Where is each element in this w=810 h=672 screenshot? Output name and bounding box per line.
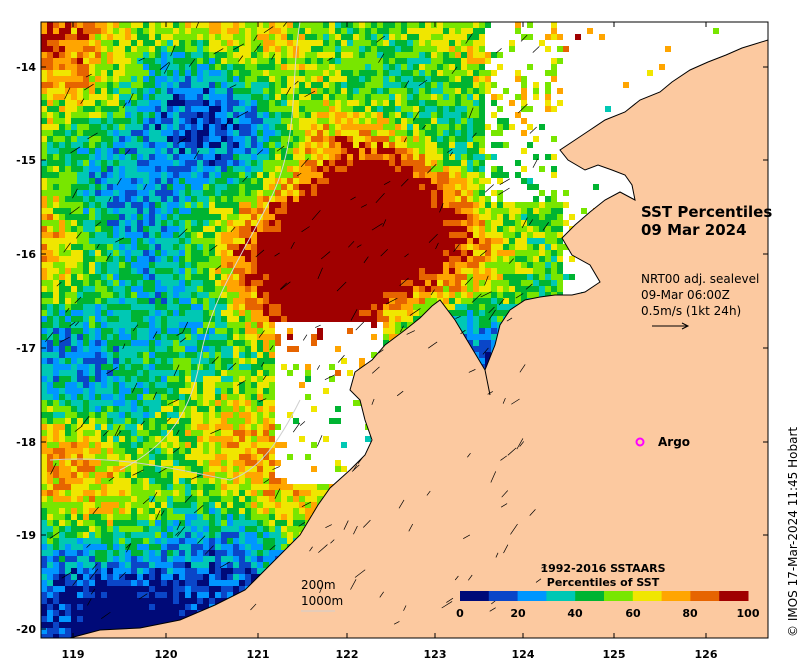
tick-marks: [41, 22, 768, 638]
colorbar-swatch: [690, 591, 720, 601]
map-title: SST Percentiles: [641, 203, 772, 221]
colorbar-tick-label: 0: [456, 607, 464, 620]
contour-200m: [49, 399, 301, 481]
scale-arrow-icon: [652, 322, 690, 330]
contour-label-200m: 200m: [301, 578, 336, 592]
copyright-label: © IMOS 17-Mar-2024 11:45 Hobart: [786, 427, 800, 637]
x-axis: 119 120 121 122 123 124 125 126: [62, 648, 718, 661]
current-time-label: 09-Mar 06:00Z: [641, 288, 730, 302]
colorbar-swatch: [488, 591, 519, 601]
y-tick-label: -18: [16, 436, 36, 449]
colorbar-swatch: [517, 591, 547, 601]
current-scale-label: 0.5m/s (1kt 24h): [641, 304, 741, 318]
x-tick-label: 119: [62, 648, 85, 661]
current-vectors: [44, 22, 549, 625]
colorbar-swatch: [546, 591, 576, 601]
x-tick-label: 121: [247, 648, 270, 661]
colorbar-swatch: [719, 591, 749, 601]
y-tick-label: -20: [16, 623, 36, 636]
land-mass: [69, 22, 768, 638]
y-tick-label: -15: [16, 154, 36, 167]
colorbar-ticks: 0 20 40 60 80 100: [456, 607, 760, 620]
x-tick-label: 125: [603, 648, 626, 661]
y-tick-label: -19: [16, 529, 36, 542]
colorbar-tick-label: 40: [567, 607, 583, 620]
x-tick-label: 124: [512, 648, 535, 661]
current-source-label: NRT00 adj. sealevel: [641, 272, 759, 286]
colorbar-title-line1: 1992-2016 SSTAARS: [540, 562, 665, 575]
map-date: 09 Mar 2024: [641, 221, 747, 239]
y-axis: -14 -15 -16 -17 -18 -19 -20: [16, 61, 36, 636]
x-tick-label: 122: [336, 648, 359, 661]
colorbar-swatch: [575, 591, 605, 601]
colorbar-tick-label: 60: [625, 607, 641, 620]
colorbar-title-line2: Percentiles of SST: [547, 576, 660, 589]
contour-label-1000m: 1000m: [301, 594, 343, 608]
y-tick-label: -17: [16, 342, 36, 355]
plot-frame: [40, 21, 769, 639]
colorbar-swatch: [632, 591, 663, 601]
map-plot-area: [41, 22, 768, 638]
colorbar-tick-label: 20: [510, 607, 526, 620]
x-tick-label: 120: [155, 648, 178, 661]
argo-marker-icon: [635, 437, 645, 447]
x-tick-label: 123: [424, 648, 447, 661]
colorbar: [460, 591, 749, 601]
colorbar-tick-label: 100: [737, 607, 760, 620]
y-tick-label: -14: [16, 61, 36, 74]
x-tick-label: 126: [695, 648, 718, 661]
contour-1000m: [119, 22, 301, 471]
colorbar-swatch: [661, 591, 691, 601]
argo-label: Argo: [658, 435, 690, 449]
colorbar-tick-label: 80: [682, 607, 698, 620]
colorbar-swatch: [460, 591, 490, 601]
y-tick-label: -16: [16, 248, 36, 261]
colorbar-swatch: [604, 591, 634, 601]
